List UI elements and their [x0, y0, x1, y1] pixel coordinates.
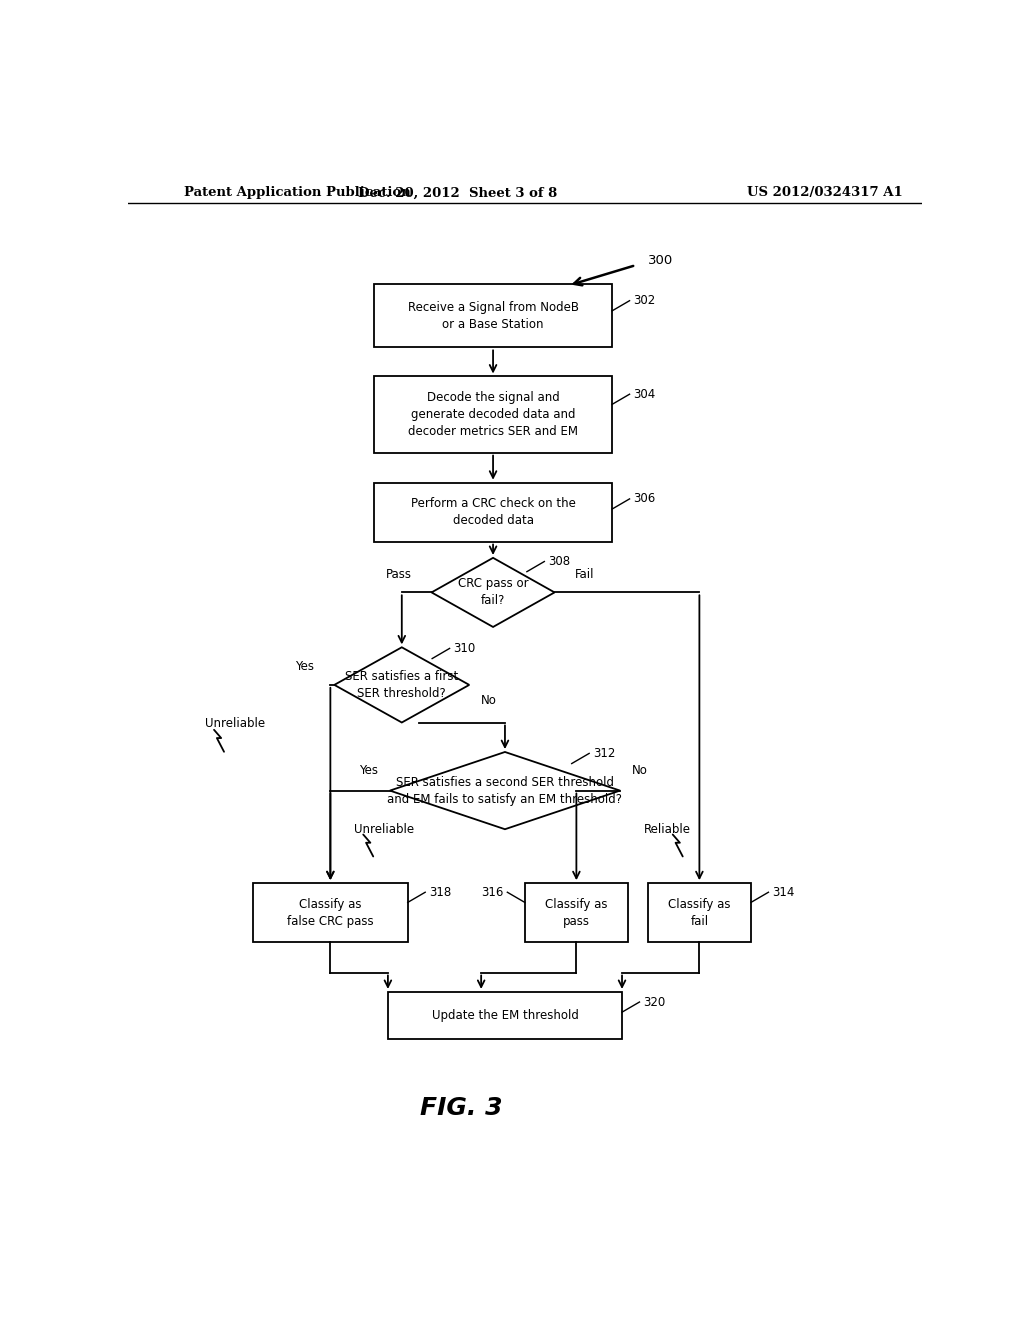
- Text: Classify as
false CRC pass: Classify as false CRC pass: [287, 898, 374, 928]
- Text: 300: 300: [648, 253, 673, 267]
- Text: Decode the signal and
generate decoded data and
decoder metrics SER and EM: Decode the signal and generate decoded d…: [408, 391, 579, 438]
- Polygon shape: [390, 752, 620, 829]
- Text: 304: 304: [634, 388, 655, 401]
- Text: FIG. 3: FIG. 3: [420, 1096, 503, 1119]
- Text: 316: 316: [481, 886, 504, 899]
- Polygon shape: [431, 558, 555, 627]
- Text: 318: 318: [429, 886, 452, 899]
- Text: Fail: Fail: [574, 568, 594, 581]
- Text: Classify as
pass: Classify as pass: [545, 898, 607, 928]
- Text: Pass: Pass: [386, 568, 412, 581]
- Text: Patent Application Publication: Patent Application Publication: [183, 186, 411, 199]
- Text: 308: 308: [548, 554, 570, 568]
- Text: Unreliable: Unreliable: [205, 717, 265, 730]
- FancyBboxPatch shape: [374, 284, 612, 347]
- Text: Update the EM threshold: Update the EM threshold: [431, 1008, 579, 1022]
- FancyBboxPatch shape: [374, 483, 612, 541]
- Text: Unreliable: Unreliable: [354, 822, 415, 836]
- Text: Yes: Yes: [359, 764, 378, 776]
- FancyBboxPatch shape: [648, 883, 751, 942]
- FancyBboxPatch shape: [253, 883, 408, 942]
- FancyBboxPatch shape: [524, 883, 628, 942]
- Text: No: No: [632, 764, 648, 776]
- Text: SER satisfies a second SER threshold
and EM fails to satisfy an EM threshold?: SER satisfies a second SER threshold and…: [387, 776, 623, 805]
- Text: Classify as
fail: Classify as fail: [668, 898, 731, 928]
- Text: 320: 320: [643, 995, 666, 1008]
- Text: Receive a Signal from NodeB
or a Base Station: Receive a Signal from NodeB or a Base St…: [408, 301, 579, 331]
- Text: Perform a CRC check on the
decoded data: Perform a CRC check on the decoded data: [411, 498, 575, 527]
- FancyBboxPatch shape: [374, 376, 612, 453]
- Text: Reliable: Reliable: [644, 822, 691, 836]
- Text: 312: 312: [593, 747, 615, 760]
- Text: US 2012/0324317 A1: US 2012/0324317 A1: [748, 186, 903, 199]
- Text: 306: 306: [634, 492, 655, 506]
- Text: No: No: [481, 693, 497, 706]
- Text: 310: 310: [454, 642, 476, 655]
- FancyBboxPatch shape: [388, 991, 622, 1039]
- Text: CRC pass or
fail?: CRC pass or fail?: [458, 577, 528, 607]
- Text: Dec. 20, 2012  Sheet 3 of 8: Dec. 20, 2012 Sheet 3 of 8: [357, 186, 557, 199]
- Text: 302: 302: [634, 294, 655, 308]
- Polygon shape: [334, 647, 469, 722]
- Text: SER satisfies a first
SER threshold?: SER satisfies a first SER threshold?: [345, 669, 459, 700]
- Text: 314: 314: [772, 886, 795, 899]
- Text: Yes: Yes: [296, 660, 314, 673]
